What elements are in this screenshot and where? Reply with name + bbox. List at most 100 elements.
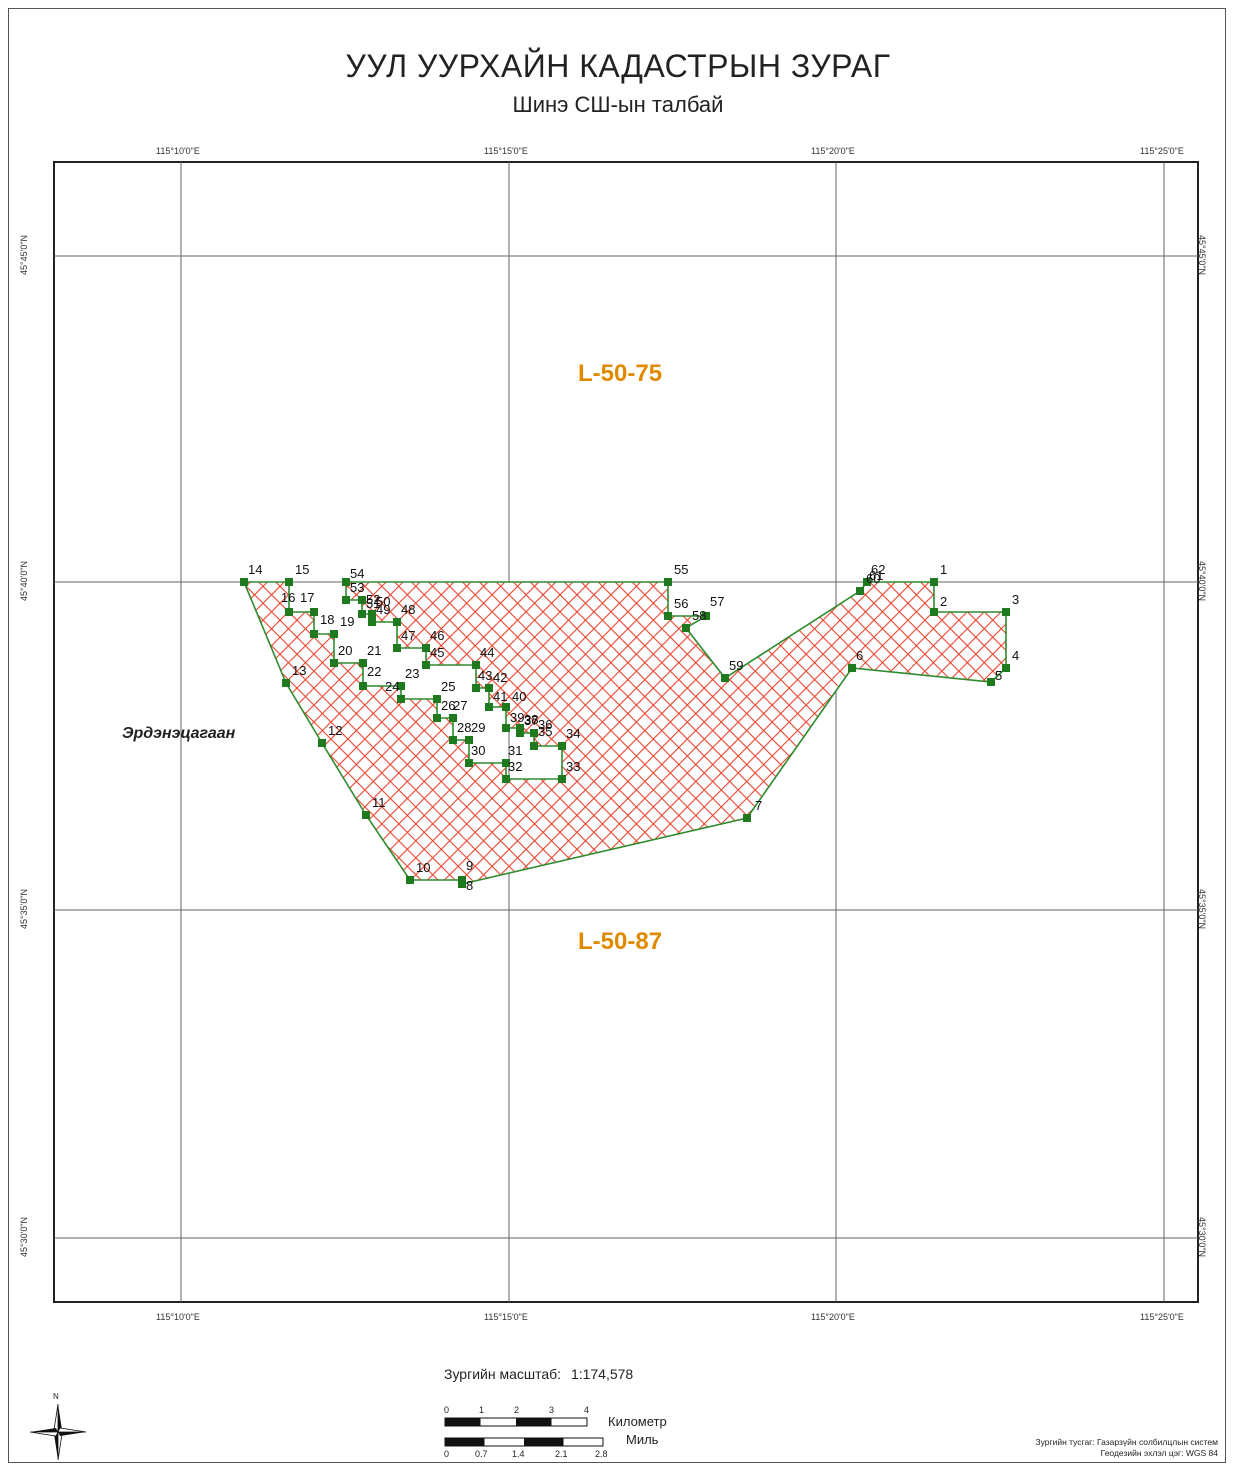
vertex-marker-43 (472, 684, 480, 692)
vertex-marker-3 (1002, 608, 1010, 616)
map-title: УУЛ УУРХАЙН КАДАСТРЫН ЗУРАГ (345, 48, 891, 84)
vertex-label-42: 42 (493, 670, 507, 685)
vertex-label-18: 18 (320, 612, 334, 627)
vertex-marker-21 (359, 659, 367, 667)
vertex-marker-36 (530, 729, 538, 737)
mile-tick-3: 2.1 (555, 1449, 568, 1459)
vertex-label-19: 19 (340, 614, 354, 629)
km-unit: Километр (608, 1414, 667, 1429)
vertex-label-31: 31 (508, 743, 522, 758)
vertex-label-56: 56 (674, 596, 688, 611)
vertex-label-20: 20 (338, 643, 352, 658)
vertex-marker-19 (330, 630, 338, 638)
vertex-marker-39 (502, 724, 510, 732)
vertex-marker-7 (743, 814, 751, 822)
lon-label-top-1: 115°10'0"E (156, 146, 200, 156)
vertex-marker-51 (358, 610, 366, 618)
vertex-label-47: 47 (401, 628, 415, 643)
vertex-marker-57 (702, 612, 710, 620)
km-tick-1: 1 (479, 1405, 485, 1415)
vertex-label-32: 32 (508, 759, 522, 774)
vertex-marker-52 (358, 596, 366, 604)
parcel-polygon (242, 581, 1007, 886)
north-arrow-icon (29, 1403, 87, 1461)
vertex-label-27: 27 (453, 698, 467, 713)
vertex-marker-55 (664, 578, 672, 586)
vertex-label-51: 51 (366, 596, 380, 611)
vertex-label-5: 5 (995, 668, 1002, 683)
km-tick-2: 2 (514, 1405, 520, 1415)
vertex-label-4: 4 (1012, 648, 1019, 663)
vertex-label-40: 40 (512, 689, 526, 704)
vertex-marker-27 (449, 714, 457, 722)
vertex-marker-11 (362, 811, 370, 819)
vertex-label-44: 44 (480, 645, 494, 660)
vertex-marker-9 (458, 876, 466, 884)
credit-projection: Зургийн тусгаг: Газарзүйн солбилцлын сис… (1035, 1437, 1218, 1447)
vertex-label-61: 61 (869, 568, 883, 583)
vertex-marker-2 (930, 608, 938, 616)
vertex-label-29: 29 (471, 720, 485, 735)
scale-value: 1:174,578 (570, 1366, 634, 1382)
vertex-label-46: 46 (430, 628, 444, 643)
vertex-marker-46 (422, 644, 430, 652)
lon-label-bottom-2: 115°15'0"E (484, 1312, 528, 1322)
vertex-label-22: 22 (367, 664, 381, 679)
vertex-marker-35 (530, 742, 538, 750)
vertex-marker-4 (1002, 664, 1010, 672)
vertex-marker-44 (472, 661, 480, 669)
credit-datum: Геодезийн эхлэл цэг: WGS 84 (1100, 1448, 1218, 1458)
vertex-marker-24 (397, 695, 405, 703)
vertex-marker-10 (406, 876, 414, 884)
vertex-marker-49 (368, 618, 376, 626)
scale-text: Зургийн масштаб: 1:174,578 (444, 1366, 633, 1382)
sheet-label-north: L-50-75 (578, 360, 663, 387)
vertex-label-60: 60 (866, 571, 880, 586)
vertex-marker-53 (342, 596, 350, 604)
vertex-marker-47 (393, 644, 401, 652)
vertex-label-55: 55 (674, 562, 688, 577)
vertex-marker-12 (318, 739, 326, 747)
vertex-label-53: 53 (350, 580, 364, 595)
vertex-label-15: 15 (295, 562, 309, 577)
vertex-label-49: 49 (376, 602, 390, 617)
vertex-label-62: 62 (871, 562, 885, 577)
vertex-label-23: 23 (405, 666, 419, 681)
vertex-marker-32 (502, 775, 510, 783)
vertex-label-41: 41 (493, 689, 507, 704)
vertex-marker-59 (721, 674, 729, 682)
vertex-marker-48 (393, 618, 401, 626)
mile-tick-1: 0.7 (475, 1449, 488, 1459)
lon-label-bottom-1: 115°10'0"E (156, 1312, 200, 1322)
vertex-label-16: 16 (281, 590, 295, 605)
vertex-label-10: 10 (416, 860, 430, 875)
vertex-label-36: 36 (538, 717, 552, 732)
mile-tick-2: 1.4 (512, 1449, 525, 1459)
vertex-marker-30 (465, 759, 473, 767)
map-subtitle: Шинэ СШ-ын талбай (512, 92, 724, 117)
vertex-label-9: 9 (466, 858, 473, 873)
vertex-marker-56 (664, 612, 672, 620)
vertex-label-38: 38 (524, 712, 538, 727)
vertex-marker-15 (285, 578, 293, 586)
vertex-marker-22 (359, 682, 367, 690)
vertex-label-54: 54 (350, 566, 364, 581)
map-frame (53, 161, 1199, 1303)
vertex-label-25: 25 (441, 679, 455, 694)
vertex-label-30: 30 (471, 743, 485, 758)
scale-bars (444, 1417, 604, 1447)
vertex-marker-29 (465, 736, 473, 744)
vertex-marker-38 (516, 724, 524, 732)
vertex-label-24: 24 (385, 679, 399, 694)
vertex-label-3: 3 (1012, 592, 1019, 607)
vertex-label-7: 7 (755, 798, 762, 813)
vertex-label-34: 34 (566, 726, 580, 741)
vertex-label-13: 13 (292, 663, 306, 678)
vertex-label-1: 1 (940, 562, 947, 577)
lon-label-top-4: 115°25'0"E (1140, 146, 1184, 156)
vertex-marker-41 (485, 703, 493, 711)
mile-tick-4: 2.8 (595, 1449, 608, 1459)
vertex-label-37: 37 (524, 713, 538, 728)
vertex-marker-50 (368, 610, 376, 618)
